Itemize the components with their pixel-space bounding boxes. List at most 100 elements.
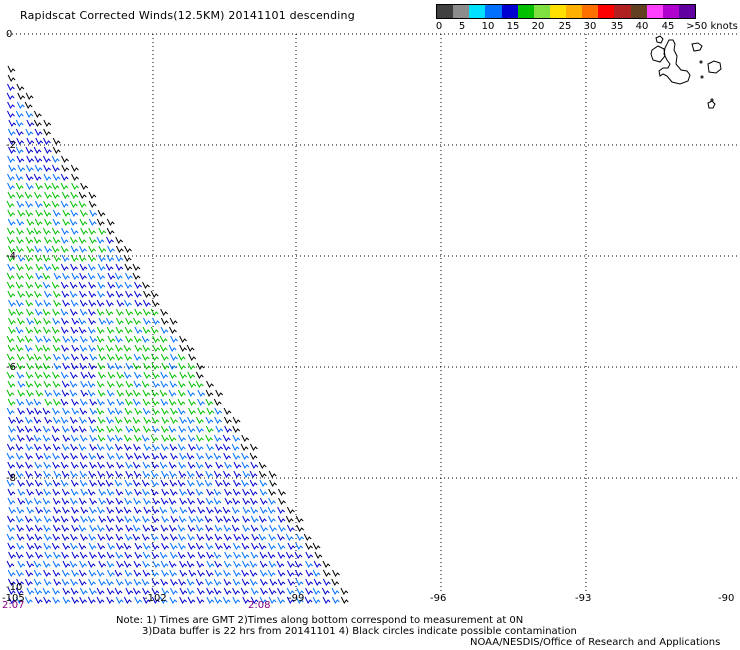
wind-barb [79, 479, 88, 487]
wind-barb [269, 479, 277, 487]
wind-barb [79, 551, 88, 559]
wind-barb [106, 425, 115, 433]
wind-barb [25, 281, 34, 289]
wind-barb [61, 164, 70, 172]
wind-barb [107, 335, 116, 343]
wind-barb [105, 533, 114, 541]
wind-barb [188, 398, 196, 406]
wind-barb [258, 470, 267, 478]
wind-barb [116, 560, 124, 568]
wind-barb [16, 155, 25, 163]
wind-barb [88, 245, 96, 253]
wind-barb [161, 488, 170, 496]
wind-barb [142, 452, 151, 460]
wind-barb [44, 236, 52, 244]
wind-barb [61, 254, 70, 262]
wind-barb [250, 461, 259, 469]
wind-barb [78, 569, 87, 577]
legend-label: 5 [458, 21, 466, 32]
wind-barb [124, 245, 132, 253]
wind-barb [17, 560, 26, 568]
wind-barb [106, 470, 114, 478]
wind-barb [53, 578, 62, 586]
wind-barb [259, 569, 268, 577]
wind-barb [69, 236, 78, 244]
wind-barb [187, 425, 196, 433]
wind-barb [98, 245, 107, 253]
wind-barb [33, 236, 42, 244]
wind-barb [159, 389, 168, 397]
wind-barb [43, 353, 52, 361]
wind-barb [152, 443, 160, 451]
wind-barb [305, 569, 314, 577]
wind-barb [125, 290, 133, 298]
wind-barb [179, 416, 188, 424]
wind-barb [35, 182, 44, 190]
wind-barb [169, 596, 178, 604]
wind-barb [115, 326, 124, 334]
wind-barb [25, 578, 33, 586]
wind-barb [205, 569, 214, 577]
legend-label: 0 [435, 21, 443, 32]
wind-barb [213, 434, 222, 442]
wind-barb [152, 407, 160, 415]
wind-barb [96, 587, 105, 595]
wind-barb [231, 515, 240, 523]
wind-barb [169, 470, 177, 478]
wind-barb [123, 254, 132, 262]
wind-barb [106, 560, 115, 568]
wind-barb [296, 533, 305, 541]
wind-barb [89, 497, 98, 505]
wind-barb [123, 344, 132, 352]
wind-barb [250, 515, 259, 523]
wind-barb [159, 461, 168, 469]
wind-barb [44, 398, 53, 406]
wind-barb [294, 551, 303, 559]
wind-barb [25, 470, 33, 478]
wind-barb [24, 515, 33, 523]
wind-barb [160, 560, 169, 568]
wind-barb [161, 416, 170, 424]
wind-barb [79, 560, 87, 568]
wind-barb [80, 506, 89, 514]
wind-barb [250, 587, 259, 595]
wind-barb [89, 551, 97, 559]
wind-barb [33, 119, 42, 127]
wind-barb [161, 470, 169, 478]
wind-barb [179, 587, 188, 595]
wind-barb [187, 596, 196, 604]
wind-barb [125, 461, 133, 469]
wind-barb [187, 389, 196, 397]
wind-barb [141, 380, 150, 388]
wind-barb [242, 470, 251, 478]
wind-barb [80, 389, 89, 397]
wind-barb [134, 326, 143, 334]
wind-barb [53, 389, 61, 397]
wind-barb [78, 317, 87, 325]
wind-barb [43, 137, 51, 145]
wind-barb [223, 587, 232, 595]
wind-barb [34, 254, 43, 262]
lon-label: -93 [575, 593, 591, 604]
wind-barb [61, 569, 70, 577]
wind-barb [124, 497, 133, 505]
wind-barb [107, 281, 116, 289]
legend-swatch [533, 5, 550, 18]
wind-barb [160, 443, 169, 451]
wind-barb [268, 542, 276, 550]
wind-barb [196, 587, 205, 595]
wind-barb [134, 542, 143, 550]
wind-barb [133, 497, 142, 505]
lat-lon-grid [8, 33, 738, 592]
wind-barb [151, 551, 160, 559]
wind-barb [115, 344, 123, 352]
wind-barb [223, 470, 231, 478]
wind-barb [97, 398, 105, 406]
wind-barb [15, 182, 24, 190]
wind-barb [177, 353, 186, 361]
wind-barb [34, 470, 43, 478]
wind-barb [151, 587, 160, 595]
wind-barb [43, 443, 52, 451]
wind-barb [161, 515, 170, 523]
wind-barb [42, 272, 51, 280]
